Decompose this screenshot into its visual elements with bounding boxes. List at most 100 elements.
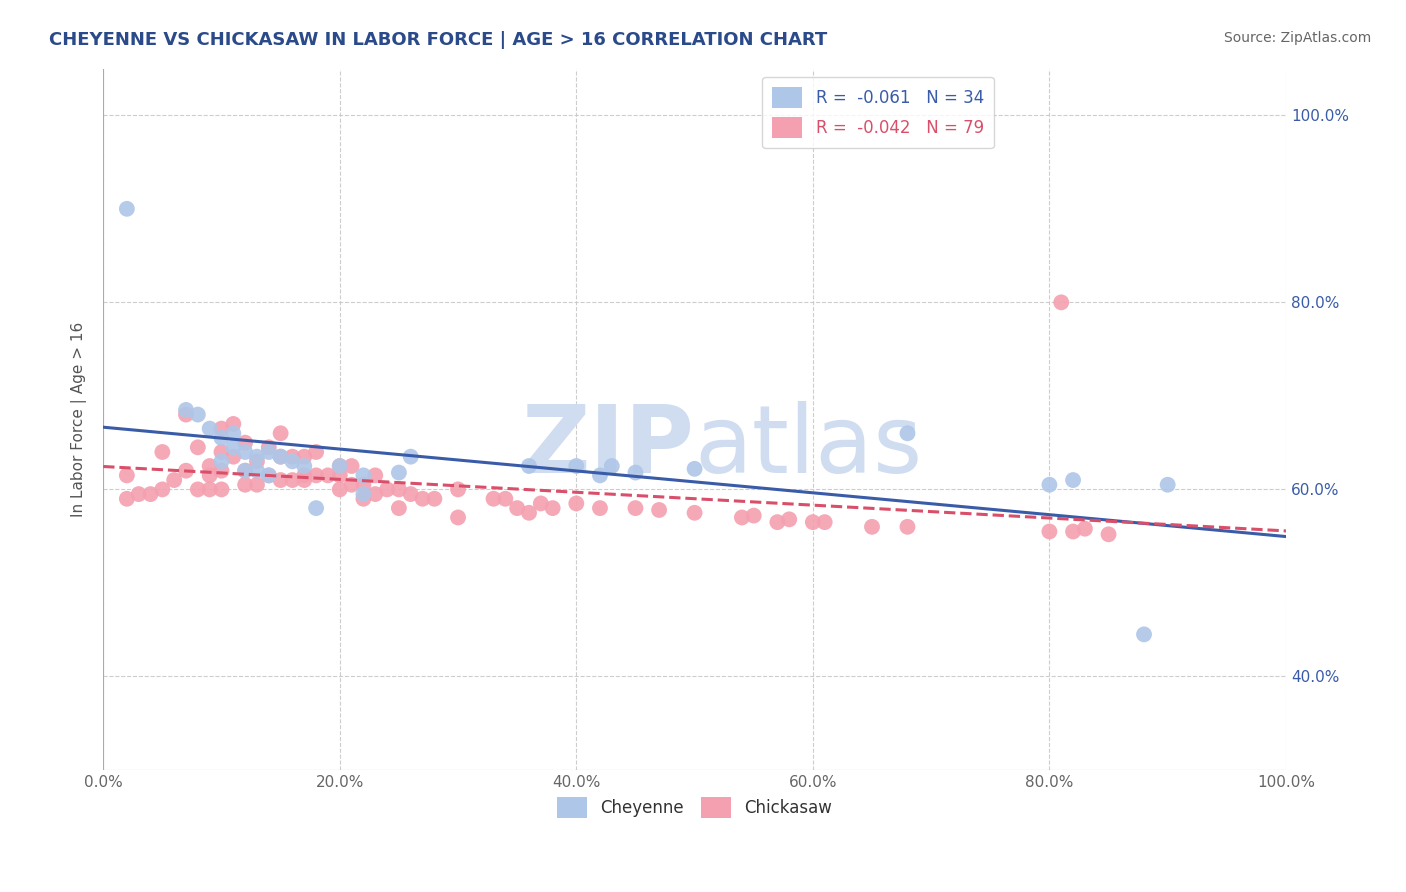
Point <box>316 468 339 483</box>
Point <box>211 454 233 468</box>
Point <box>305 501 328 516</box>
Point <box>222 450 245 464</box>
Point <box>233 464 256 478</box>
Point <box>340 458 363 473</box>
Point <box>187 483 209 497</box>
Point <box>115 491 138 506</box>
Point <box>624 466 647 480</box>
Text: CHEYENNE VS CHICKASAW IN LABOR FORCE | AGE > 16 CORRELATION CHART: CHEYENNE VS CHICKASAW IN LABOR FORCE | A… <box>49 31 828 49</box>
Point <box>329 483 352 497</box>
Point <box>1062 473 1084 487</box>
Point <box>257 445 280 459</box>
Point <box>211 422 233 436</box>
Point <box>801 515 824 529</box>
Point <box>198 483 221 497</box>
Point <box>292 450 315 464</box>
Point <box>281 473 304 487</box>
Text: atlas: atlas <box>695 401 922 493</box>
Point <box>375 483 398 497</box>
Point <box>257 468 280 483</box>
Point <box>270 450 292 464</box>
Point <box>447 483 470 497</box>
Point <box>1074 522 1097 536</box>
Point <box>648 503 671 517</box>
Point <box>329 468 352 483</box>
Point <box>1133 627 1156 641</box>
Point <box>541 501 564 516</box>
Point <box>1097 527 1119 541</box>
Point <box>150 445 173 459</box>
Point <box>174 408 197 422</box>
Point <box>270 473 292 487</box>
Point <box>211 483 233 497</box>
Point <box>305 468 328 483</box>
Point <box>352 491 374 506</box>
Point <box>174 403 197 417</box>
Point <box>115 202 138 216</box>
Point <box>447 510 470 524</box>
Point <box>388 466 411 480</box>
Point <box>423 491 446 506</box>
Text: Source: ZipAtlas.com: Source: ZipAtlas.com <box>1223 31 1371 45</box>
Point <box>222 417 245 431</box>
Point <box>742 508 765 523</box>
Point <box>352 468 374 483</box>
Point <box>589 468 612 483</box>
Legend: Cheyenne, Chickasaw: Cheyenne, Chickasaw <box>551 790 838 825</box>
Point <box>246 450 269 464</box>
Point <box>292 473 315 487</box>
Point <box>565 496 588 510</box>
Point <box>766 515 789 529</box>
Point <box>198 422 221 436</box>
Point <box>530 496 553 510</box>
Point <box>305 445 328 459</box>
Point <box>198 468 221 483</box>
Point <box>233 477 256 491</box>
Point <box>139 487 162 501</box>
Point <box>115 468 138 483</box>
Text: ZIP: ZIP <box>522 401 695 493</box>
Point <box>683 462 706 476</box>
Point <box>600 458 623 473</box>
Point <box>364 487 387 501</box>
Point <box>399 487 422 501</box>
Point <box>388 501 411 516</box>
Point <box>163 473 186 487</box>
Point <box>778 512 800 526</box>
Point <box>128 487 150 501</box>
Point <box>388 483 411 497</box>
Point <box>270 450 292 464</box>
Point <box>187 408 209 422</box>
Point <box>233 435 256 450</box>
Point <box>482 491 505 506</box>
Point <box>494 491 516 506</box>
Point <box>257 468 280 483</box>
Point <box>281 450 304 464</box>
Point <box>896 426 918 441</box>
Point <box>814 515 837 529</box>
Point <box>281 454 304 468</box>
Point <box>222 426 245 441</box>
Point <box>187 440 209 454</box>
Point <box>683 506 706 520</box>
Point <box>222 440 245 454</box>
Point <box>198 458 221 473</box>
Point <box>624 501 647 516</box>
Point <box>517 506 540 520</box>
Point <box>150 483 173 497</box>
Point <box>412 491 434 506</box>
Point <box>1038 477 1060 491</box>
Point <box>896 520 918 534</box>
Point <box>1038 524 1060 539</box>
Point <box>589 501 612 516</box>
Y-axis label: In Labor Force | Age > 16: In Labor Force | Age > 16 <box>72 322 87 516</box>
Point <box>292 468 315 483</box>
Point <box>1062 524 1084 539</box>
Point <box>246 464 269 478</box>
Point <box>174 464 197 478</box>
Point <box>352 487 374 501</box>
Point <box>292 458 315 473</box>
Point <box>731 510 754 524</box>
Point <box>565 458 588 473</box>
Point <box>329 458 352 473</box>
